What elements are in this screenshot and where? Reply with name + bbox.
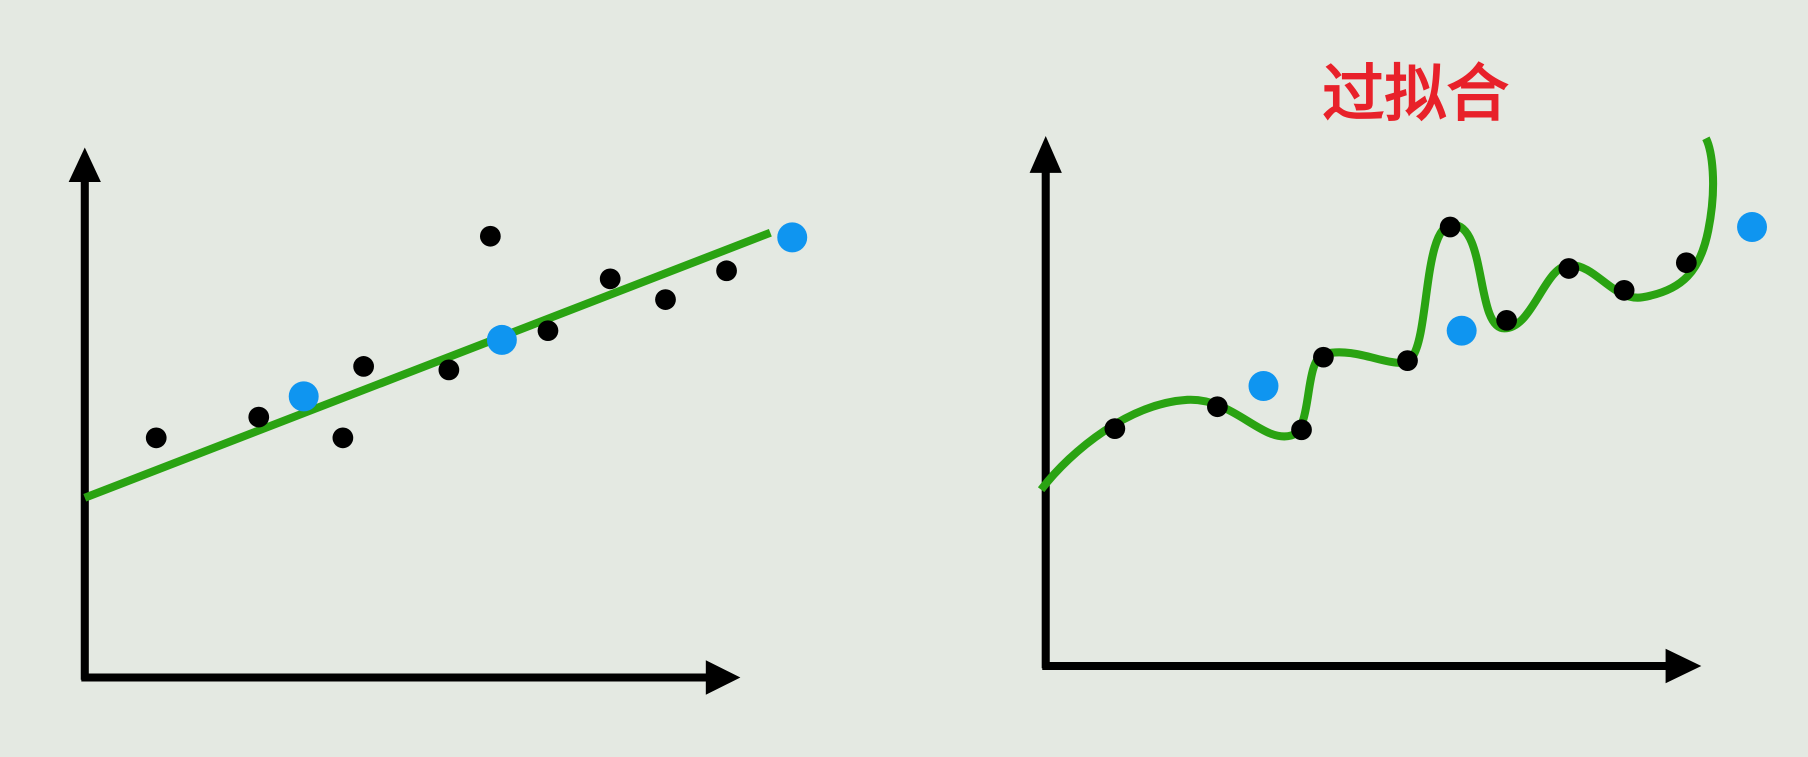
point: [1313, 346, 1334, 368]
train-points: [145, 225, 737, 449]
point: [248, 406, 270, 428]
test-points: [1248, 212, 1768, 401]
train-points: [1104, 216, 1697, 441]
point: [1613, 279, 1635, 301]
x-arrow: [1665, 648, 1702, 684]
y-arrow: [68, 147, 101, 183]
point: [353, 356, 374, 377]
title: 过拟合: [1322, 57, 1509, 130]
point: [486, 324, 517, 355]
test-points: [288, 222, 808, 412]
point: [1248, 371, 1279, 401]
point: [145, 427, 167, 449]
point: [777, 222, 808, 253]
point: [1737, 212, 1768, 242]
right-panel: 过拟合: [1029, 57, 1768, 684]
point: [655, 289, 676, 310]
point: [1207, 396, 1228, 418]
point: [1291, 419, 1312, 441]
left-panel: [68, 147, 808, 695]
point: [599, 268, 621, 290]
point: [332, 427, 354, 449]
point: [438, 359, 460, 381]
point: [1558, 258, 1580, 279]
point: [716, 260, 737, 282]
fit-line: [83, 228, 772, 502]
x-arrow: [705, 660, 741, 695]
point: [537, 320, 559, 342]
point: [1104, 418, 1126, 439]
y-arrow: [1029, 135, 1062, 173]
point: [1397, 350, 1418, 372]
point: [288, 381, 319, 412]
point: [1439, 216, 1461, 238]
point: [479, 225, 501, 247]
point: [1675, 252, 1697, 274]
point: [1446, 315, 1477, 346]
point: [1496, 309, 1517, 331]
